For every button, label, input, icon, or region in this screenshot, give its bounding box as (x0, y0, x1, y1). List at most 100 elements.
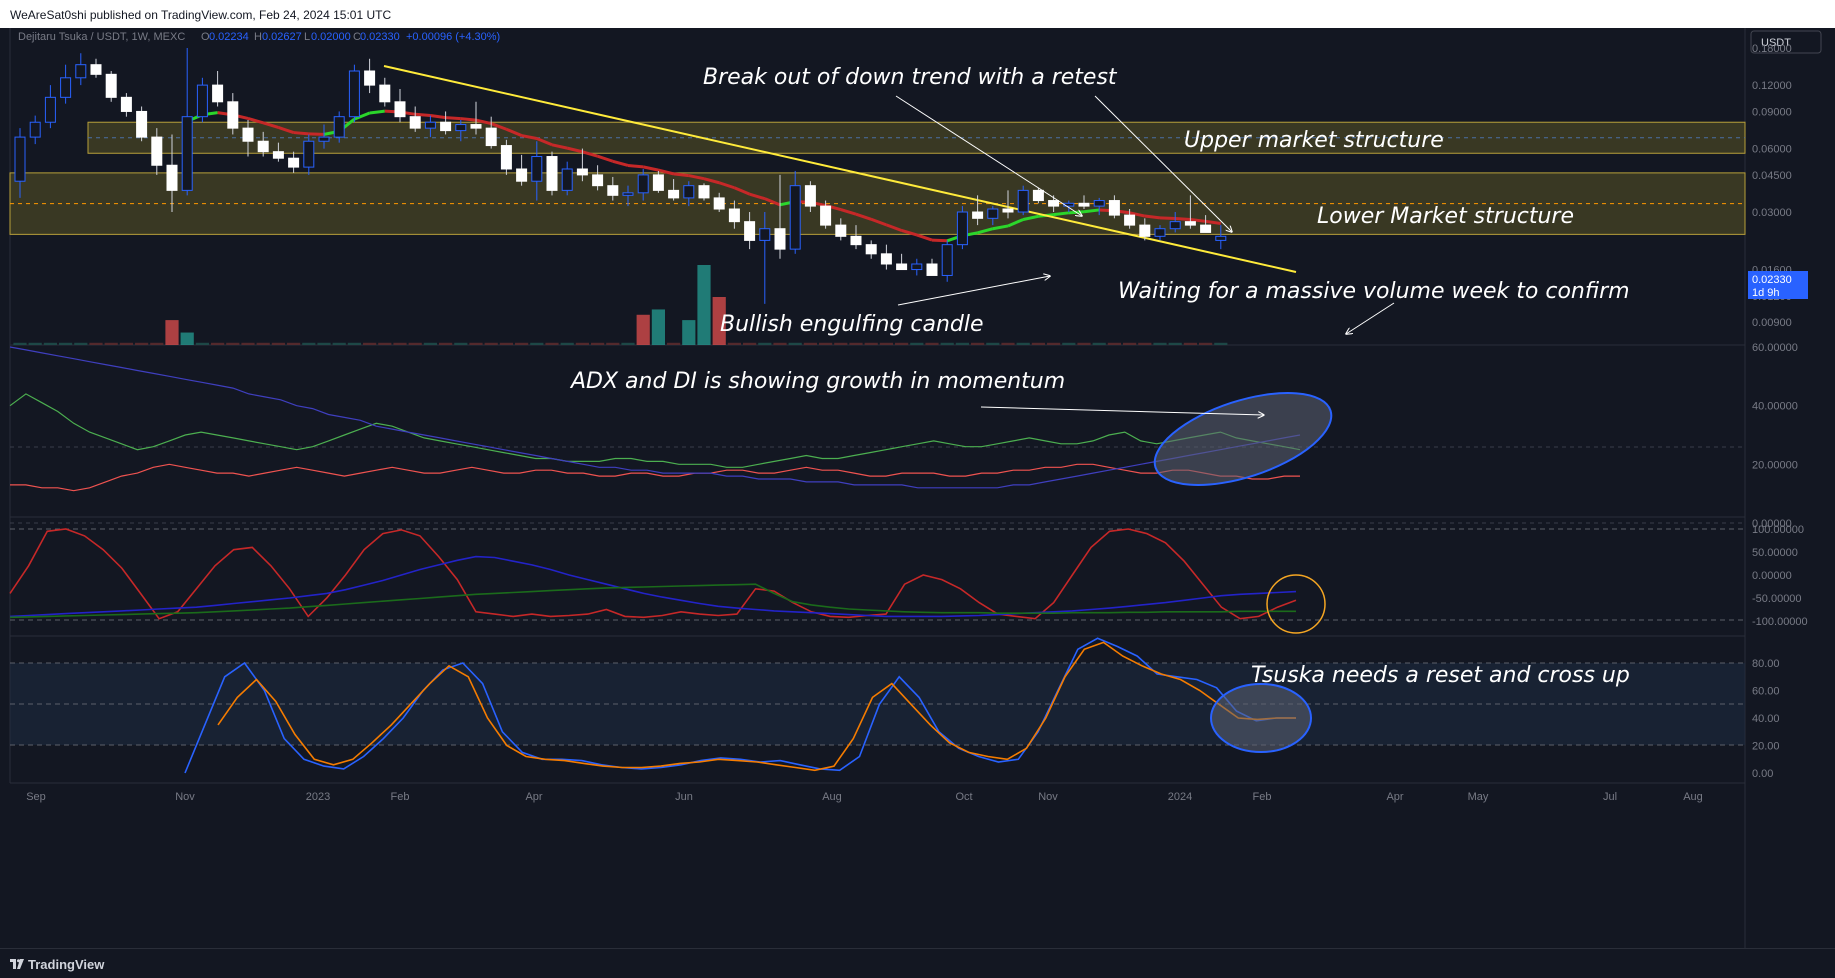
candle[interactable] (213, 85, 223, 102)
candle[interactable] (897, 264, 907, 270)
candle[interactable] (1170, 222, 1180, 229)
annotation-adx[interactable]: ADX and DI is showing growth in momentum (569, 369, 1065, 394)
candle[interactable] (471, 125, 481, 129)
candle[interactable] (1018, 190, 1028, 212)
candle[interactable] (532, 157, 542, 182)
candle[interactable] (623, 193, 633, 196)
candle[interactable] (121, 97, 131, 111)
candle[interactable] (289, 158, 299, 167)
candle[interactable] (669, 190, 679, 198)
chart-svg[interactable]: Dejitaru Tsuka / USDT, 1W, MEXC O 0.0223… (0, 28, 1835, 948)
annotation-lower-structure[interactable]: Lower Market structure (1317, 204, 1574, 229)
candle[interactable] (182, 117, 192, 191)
candle[interactable] (745, 222, 755, 241)
candle[interactable] (957, 212, 967, 245)
candle[interactable] (30, 122, 40, 137)
candle[interactable] (577, 169, 587, 175)
candle[interactable] (167, 165, 177, 190)
candle[interactable] (851, 236, 861, 244)
volume-bar (500, 343, 513, 345)
candle[interactable] (608, 186, 618, 196)
candle[interactable] (760, 229, 770, 241)
candle[interactable] (653, 175, 663, 190)
candle[interactable] (1125, 215, 1135, 225)
candle[interactable] (61, 78, 71, 98)
candle[interactable] (1140, 225, 1150, 236)
annotation-waiting[interactable]: Waiting for a massive volume week to con… (1118, 279, 1630, 304)
candle[interactable] (1033, 190, 1043, 200)
candle[interactable] (638, 175, 648, 193)
volume-bar (135, 343, 148, 345)
candle[interactable] (76, 65, 86, 78)
candle[interactable] (486, 128, 496, 145)
candle[interactable] (304, 141, 314, 167)
candle[interactable] (456, 125, 466, 131)
candle[interactable] (137, 111, 147, 137)
candle[interactable] (988, 209, 998, 218)
candle[interactable] (775, 229, 785, 249)
candle[interactable] (805, 186, 815, 206)
candle[interactable] (106, 74, 116, 97)
candle[interactable] (380, 85, 390, 102)
candle[interactable] (1185, 222, 1195, 225)
annotation-tsuka[interactable]: Tsuska needs a reset and cross up (1251, 663, 1630, 688)
candle[interactable] (349, 71, 359, 117)
time-tick: Aug (1683, 791, 1703, 803)
candle[interactable] (684, 186, 694, 198)
candle[interactable] (927, 264, 937, 275)
candle[interactable] (258, 141, 268, 151)
annotation-breakout[interactable]: Break out of down trend with a retest (703, 65, 1118, 90)
candle[interactable] (395, 102, 405, 117)
candle[interactable] (912, 264, 922, 270)
annotation-upper-structure[interactable]: Upper market structure (1184, 128, 1444, 153)
candle[interactable] (1094, 201, 1104, 207)
candle[interactable] (45, 97, 55, 122)
candle[interactable] (881, 254, 891, 264)
candle[interactable] (243, 128, 253, 141)
candle[interactable] (821, 206, 831, 225)
candle[interactable] (152, 137, 162, 165)
candle[interactable] (410, 117, 420, 128)
candle[interactable] (714, 198, 724, 209)
candle[interactable] (1049, 201, 1059, 207)
candle[interactable] (1201, 225, 1211, 232)
candle[interactable] (1155, 229, 1165, 237)
oscillator-highlight-circle[interactable] (1267, 575, 1325, 633)
candle[interactable] (501, 146, 511, 169)
volume-bar (637, 315, 650, 345)
ema-segment (1206, 221, 1221, 223)
candle[interactable] (91, 65, 101, 75)
volume-bar (1017, 343, 1030, 345)
volume-arrow[interactable] (1346, 303, 1394, 334)
candle[interactable] (836, 225, 846, 236)
candle[interactable] (334, 117, 344, 137)
candle[interactable] (790, 186, 800, 249)
candle[interactable] (547, 157, 557, 191)
candle[interactable] (729, 209, 739, 222)
candle[interactable] (942, 245, 952, 276)
candle[interactable] (425, 122, 435, 128)
candle[interactable] (1109, 201, 1119, 216)
annotation-bullish-engulfing[interactable]: Bullish engulfing candle (720, 312, 984, 337)
stoch-highlight-ellipse[interactable] (1211, 684, 1311, 752)
candle[interactable] (228, 102, 238, 128)
candle[interactable] (562, 169, 572, 190)
candle[interactable] (1003, 209, 1013, 212)
candle[interactable] (699, 186, 709, 198)
candle[interactable] (973, 212, 983, 218)
candle[interactable] (1079, 203, 1089, 206)
adx-highlight-ellipse[interactable] (1144, 374, 1342, 503)
candle[interactable] (1216, 236, 1226, 240)
bullish-engulfing-arrow[interactable] (898, 276, 1050, 305)
candle[interactable] (197, 85, 207, 117)
tradingview-logo[interactable]: TradingView (10, 957, 104, 972)
candle[interactable] (593, 175, 603, 186)
candle[interactable] (273, 152, 283, 159)
candle[interactable] (517, 169, 527, 181)
candle[interactable] (15, 137, 25, 181)
candle[interactable] (365, 71, 375, 85)
candle[interactable] (319, 137, 329, 141)
candle[interactable] (866, 245, 876, 254)
candle[interactable] (441, 122, 451, 130)
